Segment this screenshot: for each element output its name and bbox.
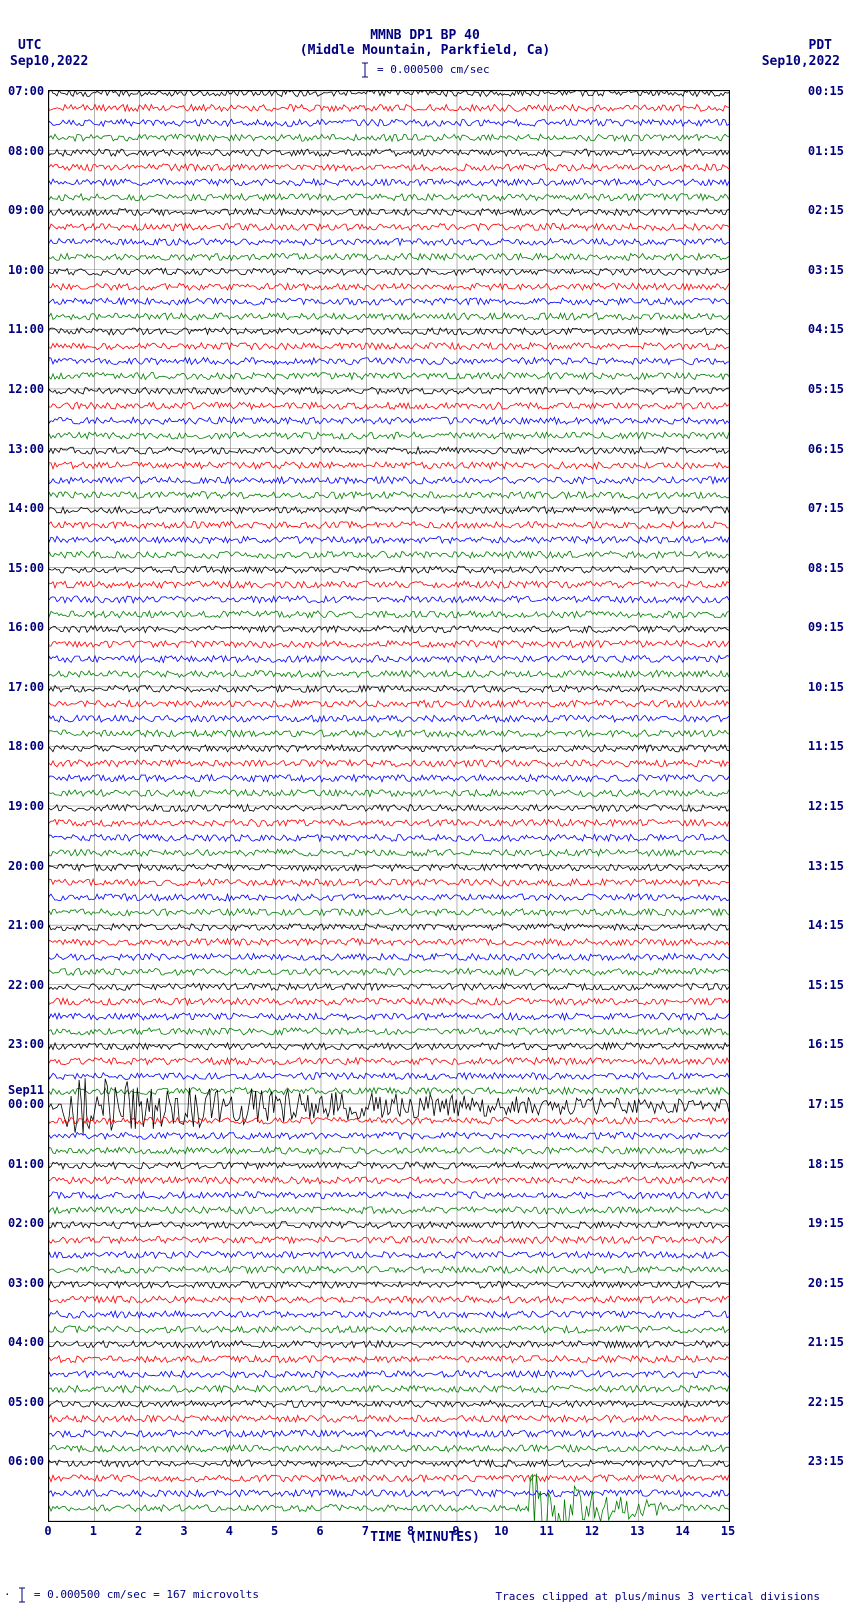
right-time-label: 09:15 <box>808 620 844 634</box>
right-time-label: 14:15 <box>808 918 844 932</box>
left-time-label: 01:00 <box>8 1157 44 1171</box>
right-time-label: 16:15 <box>808 1037 844 1051</box>
left-time-label: 16:00 <box>8 620 44 634</box>
left-time-label: 05:00 <box>8 1395 44 1409</box>
left-time-label: 02:00 <box>8 1216 44 1230</box>
right-time-label: 18:15 <box>808 1157 844 1171</box>
left-time-label: 03:00 <box>8 1276 44 1290</box>
plot-area <box>48 90 730 1522</box>
left-time-label: 06:00 <box>8 1454 44 1468</box>
right-time-label: 05:15 <box>808 382 844 396</box>
right-time-label: 12:15 <box>808 799 844 813</box>
right-time-label: 22:15 <box>808 1395 844 1409</box>
title-sub: (Middle Mountain, Parkfield, Ca) <box>0 43 850 58</box>
xaxis-label: TIME (MINUTES) <box>0 1530 850 1545</box>
right-time-label: 01:15 <box>808 144 844 158</box>
left-time-label: 04:00 <box>8 1335 44 1349</box>
right-time-label: 21:15 <box>808 1335 844 1349</box>
right-time-label: 07:15 <box>808 501 844 515</box>
footer-right: Traces clipped at plus/minus 3 vertical … <box>495 1590 820 1603</box>
footer-left-text: = 0.000500 cm/sec = 167 microvolts <box>27 1588 259 1601</box>
left-time-label: 17:00 <box>8 680 44 694</box>
left-time-label: 18:00 <box>8 739 44 753</box>
scale-bar-icon <box>360 62 370 78</box>
right-time-label: 17:15 <box>808 1097 844 1111</box>
right-time-label: 23:15 <box>808 1454 844 1468</box>
right-time-label: 06:15 <box>808 442 844 456</box>
footer-left: · = 0.000500 cm/sec = 167 microvolts <box>4 1587 259 1603</box>
left-time-label: 12:00 <box>8 382 44 396</box>
left-time-label: 07:00 <box>8 84 44 98</box>
left-time-label: 19:00 <box>8 799 44 813</box>
seismogram-svg <box>49 91 729 1521</box>
seismogram-container: UTC Sep10,2022 PDT Sep10,2022 MMNB DP1 B… <box>0 0 850 1613</box>
left-time-label: 22:00 <box>8 978 44 992</box>
right-time-label: 00:15 <box>808 84 844 98</box>
left-time-label: 10:00 <box>8 263 44 277</box>
left-time-label: 20:00 <box>8 859 44 873</box>
left-time-label: 14:00 <box>8 501 44 515</box>
left-time-label: 15:00 <box>8 561 44 575</box>
footer-scale-sym: · <box>4 1588 11 1601</box>
date-right-label: Sep10,2022 <box>762 54 840 69</box>
right-time-label: 20:15 <box>808 1276 844 1290</box>
right-time-label: 15:15 <box>808 978 844 992</box>
right-time-label: 13:15 <box>808 859 844 873</box>
left-time-label: 13:00 <box>8 442 44 456</box>
header: MMNB DP1 BP 40 (Middle Mountain, Parkfie… <box>0 0 850 78</box>
right-time-label: 03:15 <box>808 263 844 277</box>
scale-text: = 0.000500 cm/sec <box>370 63 489 76</box>
left-time-label: 00:00 <box>8 1097 44 1111</box>
right-time-label: 04:15 <box>808 322 844 336</box>
right-time-label: 08:15 <box>808 561 844 575</box>
right-time-label: 11:15 <box>808 739 844 753</box>
left-time-label: 11:00 <box>8 322 44 336</box>
left-time-label: 21:00 <box>8 918 44 932</box>
day-break-label: Sep11 <box>8 1083 44 1097</box>
timezone-right-label: PDT <box>809 38 832 53</box>
left-time-label: 09:00 <box>8 203 44 217</box>
right-time-label: 19:15 <box>808 1216 844 1230</box>
left-time-label: 23:00 <box>8 1037 44 1051</box>
scale-label: = 0.000500 cm/sec <box>0 62 850 78</box>
left-time-label: 08:00 <box>8 144 44 158</box>
date-left-label: Sep10,2022 <box>10 54 88 69</box>
right-time-label: 10:15 <box>808 680 844 694</box>
timezone-left-label: UTC <box>18 38 41 53</box>
title-main: MMNB DP1 BP 40 <box>0 28 850 43</box>
right-time-label: 02:15 <box>808 203 844 217</box>
footer-scale-bar-icon <box>17 1587 27 1603</box>
